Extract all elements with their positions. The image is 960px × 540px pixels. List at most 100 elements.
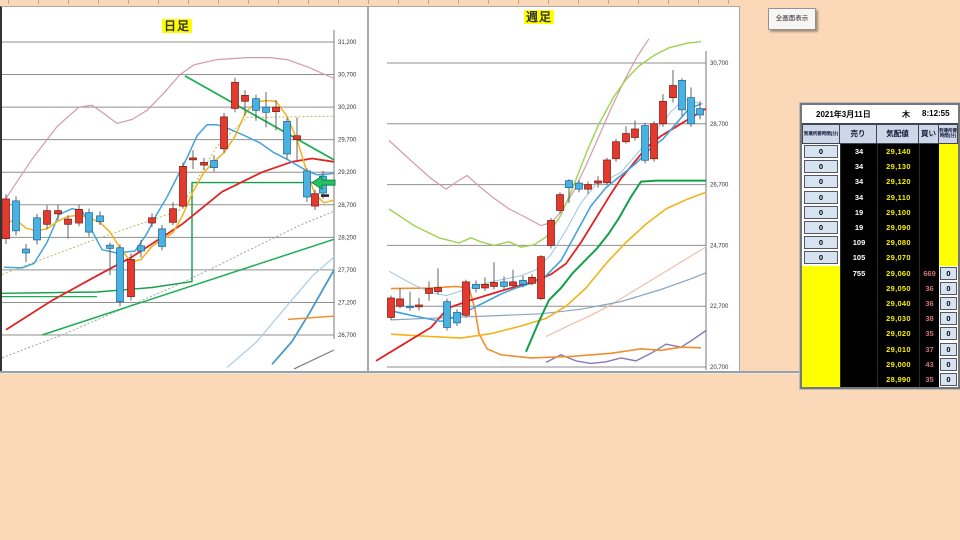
y-tick-label: 28,700	[338, 203, 357, 209]
candle-up	[490, 282, 498, 287]
candle-up	[2, 198, 10, 239]
indicator-line	[287, 315, 335, 321]
buy-time-value: 0	[939, 281, 958, 295]
buy-time-cell: 0	[939, 280, 958, 296]
ruler-tick	[278, 0, 279, 4]
sell-time-value: 0	[803, 205, 839, 219]
candle-down	[33, 217, 41, 241]
buy-time-cell	[939, 219, 958, 236]
buy-time-cell: 0	[939, 295, 958, 312]
candle-up	[537, 256, 545, 299]
indicator-line	[5, 56, 335, 199]
quote-row: 0 34 29,110	[802, 189, 958, 205]
candle-down	[158, 228, 166, 247]
buy-time-value: 0	[939, 357, 958, 371]
panel-bottom-divider	[0, 371, 960, 374]
candle-up	[75, 208, 83, 224]
sell-time-value: 0	[803, 251, 839, 265]
candle-down	[696, 108, 704, 116]
quote-row: 0 19 29,100	[802, 204, 958, 220]
candle-up	[127, 259, 135, 297]
daily-chart-panel: 日足 31,200 30,700 30,200 29,700 29,200 28,700 2…	[0, 6, 368, 373]
buy-time-cell: 0	[939, 341, 958, 357]
sell-time-cell	[802, 265, 840, 281]
y-tick-label: 30,700	[338, 73, 357, 79]
fullscreen-button[interactable]: 全画面表示	[768, 8, 816, 30]
ruler-tick	[158, 0, 159, 4]
buy-qty-cell: 36	[919, 280, 939, 296]
buy-time-value: 0	[939, 372, 958, 386]
buy-time-cell: 0	[939, 356, 958, 372]
candle-up	[396, 298, 404, 307]
sell-time-cell: 0	[802, 174, 840, 190]
daily-chart-title: 日足	[162, 19, 193, 33]
candle-up	[54, 210, 62, 215]
candle-up	[311, 193, 319, 207]
buy-time-cell: 0	[939, 371, 958, 387]
buy-qty-cell: 35	[919, 326, 939, 342]
candle-down	[137, 245, 145, 252]
sell-qty-cell	[840, 295, 877, 312]
sell-qty-cell: 34	[840, 174, 877, 190]
sell-time-cell	[802, 326, 840, 342]
ruler-tick	[248, 0, 249, 4]
candle-up	[594, 180, 602, 184]
buy-time-value: 0	[939, 266, 958, 280]
quote-row: 28,990 35 0	[802, 371, 958, 387]
ruler-tick	[128, 0, 129, 4]
quote-row: 0 105 29,070	[802, 250, 958, 266]
buy-time-cell	[939, 250, 958, 266]
sell-qty-cell: 755	[840, 265, 877, 281]
quote-row: 0 34 29,120	[802, 174, 958, 190]
indicator-line	[3, 123, 335, 269]
buy-time-value: 0	[939, 342, 958, 356]
sell-qty-cell	[840, 326, 877, 342]
ruler-tick	[458, 0, 459, 4]
price-cell: 29,060	[877, 265, 919, 281]
quote-row: 29,010 37 0	[802, 341, 958, 357]
sell-qty-cell	[840, 371, 877, 387]
quote-row: 29,030 38 0	[802, 311, 958, 327]
buy-time-cell	[939, 235, 958, 251]
y-tick-label: 24,700	[710, 243, 729, 249]
sell-time-value: 0	[803, 236, 839, 250]
buy-time-cell: 0	[939, 311, 958, 327]
buy-time-cell	[939, 174, 958, 190]
col-header-buy-time: 到達所要時間(分)	[939, 124, 958, 144]
quote-row: 0 34 29,130	[802, 159, 958, 175]
sell-time-value: 0	[803, 160, 839, 174]
candle-up	[622, 133, 630, 143]
price-cell: 29,130	[877, 159, 919, 175]
quote-row: 29,000 43 0	[802, 356, 958, 372]
quote-row: 29,020 35 0	[802, 326, 958, 342]
candle-up	[43, 210, 51, 225]
sell-time-cell	[802, 280, 840, 296]
price-cell: 29,030	[877, 311, 919, 327]
y-tick-label: 20,700	[710, 365, 729, 370]
candle-up	[220, 116, 228, 150]
candle-down	[22, 248, 30, 254]
sell-time-cell: 0	[802, 250, 840, 266]
sell-time-cell	[802, 341, 840, 357]
ruler-tick	[728, 0, 729, 4]
ruler-tick	[578, 0, 579, 4]
candle-up	[425, 288, 433, 294]
buy-time-cell	[939, 204, 958, 220]
y-tick-label: 29,700	[338, 138, 357, 144]
sell-qty-cell: 34	[840, 189, 877, 205]
buy-qty-cell	[919, 174, 939, 190]
current-price-dash	[321, 194, 329, 197]
weekly-chart-panel: 週足 30,700 28,700 26,700 24,700 22,700 20,700	[368, 6, 740, 373]
candle-down	[472, 283, 480, 289]
indicator-line	[375, 107, 707, 362]
buy-time-cell: 0	[939, 326, 958, 342]
sell-qty-cell: 34	[840, 144, 877, 160]
candle-up	[169, 208, 177, 223]
ruler-tick	[668, 0, 669, 4]
y-tick-label: 29,200	[338, 170, 357, 176]
quote-row: 755 29,060 669 0	[802, 265, 958, 281]
y-tick-label: 28,200	[338, 235, 357, 241]
price-cell: 29,070	[877, 250, 919, 266]
candle-down	[210, 160, 218, 169]
